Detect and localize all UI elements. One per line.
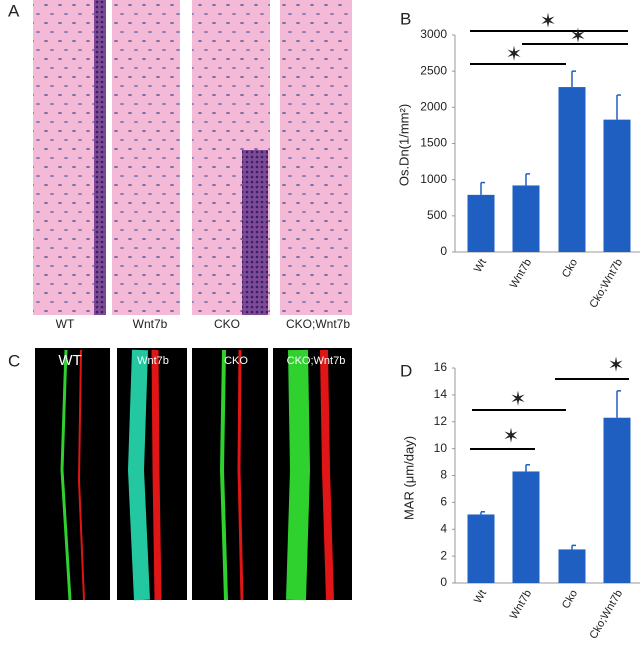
y-tick-label: 0 [440,244,447,258]
x-tick-label: Cko [560,257,580,280]
bar [603,417,631,583]
significance-star: ✶ [608,354,625,376]
bar [603,119,631,252]
image-caption: CKO [224,355,248,367]
panel-letter: C [8,351,20,370]
significance-star: ✶ [510,388,527,410]
panel-letter: B [400,9,411,28]
x-tick-label: Wnt7b [508,588,534,622]
y-tick-label: 2 [440,548,447,562]
x-tick-label: Wt [472,257,489,275]
image-caption: WT [58,352,81,369]
y-axis-label: Os.Dn(1/mm²) [396,104,411,186]
x-tick-label: Cko;Wnt7b [588,588,626,641]
image-caption: Wnt7b [137,355,169,367]
x-tick-label: Cko [560,588,580,611]
y-tick-label: 8 [440,468,447,482]
y-tick-label: 14 [434,387,448,401]
y-tick-label: 10 [434,441,448,455]
bar [558,549,586,583]
image-caption: CKO;Wnt7b [286,317,350,331]
y-tick-label: 16 [434,360,448,374]
x-tick-label: Wt [472,588,489,606]
significance-star: ✶ [503,425,520,447]
significance-star: ✶ [540,10,557,32]
significance-star: ✶ [506,43,523,65]
y-tick-label: 12 [434,414,448,428]
y-tick-label: 4 [440,521,447,535]
image-caption: Wnt7b [133,317,168,331]
y-tick-label: 1000 [420,172,447,186]
x-tick-label: Cko;Wnt7b [588,257,626,310]
panel-letter: A [8,1,20,20]
bar [467,194,495,252]
y-tick-label: 6 [440,495,447,509]
bar [558,87,586,252]
panel-letter: D [400,361,412,380]
y-tick-label: 0 [440,575,447,589]
image-caption: WT [56,317,75,331]
x-tick-label: Wnt7b [508,257,534,291]
y-axis-label: MAR (μm/day) [401,436,416,520]
image-caption: CKO [214,317,240,331]
y-tick-label: 1500 [420,136,447,150]
panel-c-images [35,348,352,601]
significance-star: ✶ [570,25,587,47]
y-tick-label: 2000 [420,100,447,114]
bar [512,471,540,583]
y-tick-label: 500 [427,208,447,222]
image-caption: CKO;Wnt7b [287,355,346,367]
bar [512,185,540,252]
y-tick-label: 2500 [420,63,447,77]
bar [467,514,495,583]
panel-a-images [33,0,352,315]
y-tick-label: 3000 [420,27,447,41]
